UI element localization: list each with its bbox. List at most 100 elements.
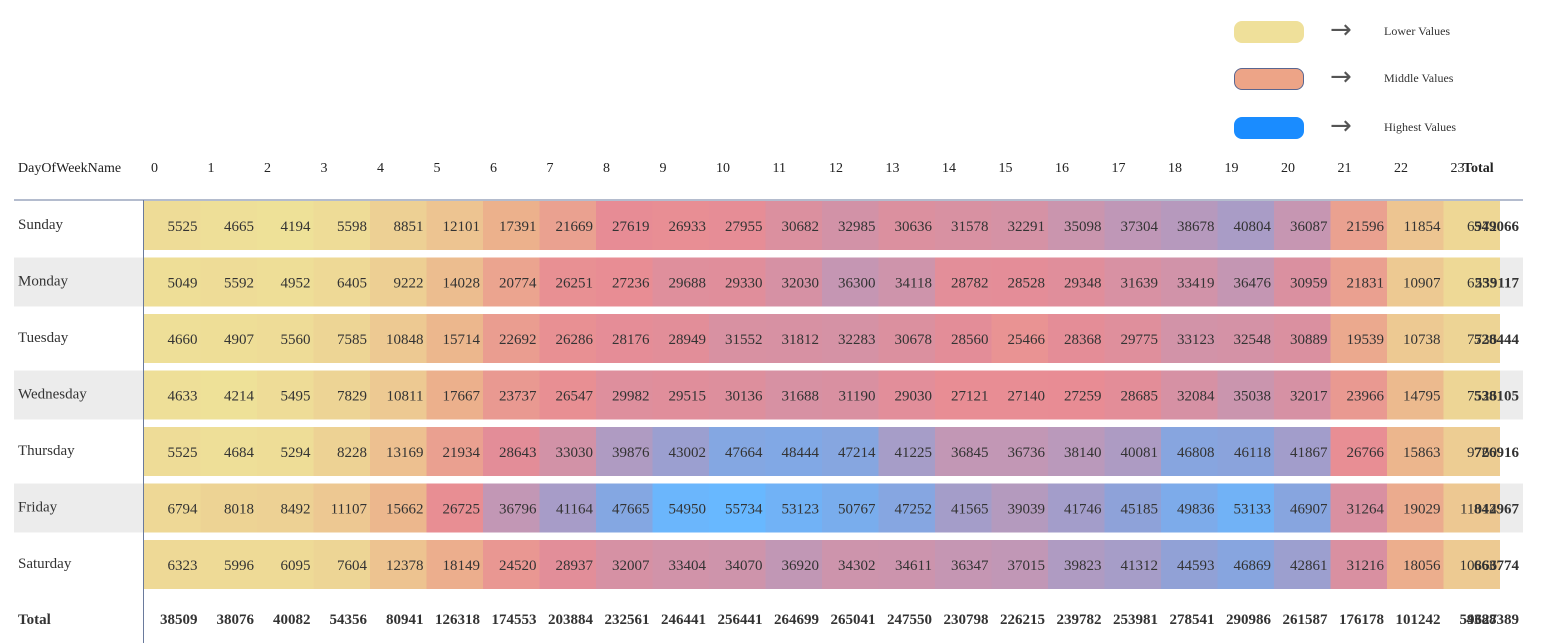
heatmap-cell (1387, 370, 1444, 420)
heatmap-cell (1161, 483, 1218, 533)
heatmap-cell (1387, 427, 1444, 476)
cell-value: 17667 (443, 389, 481, 405)
cell-value: 35038 (1234, 389, 1272, 405)
cell-value: 5294 (281, 445, 312, 461)
column-total: 126318 (435, 612, 480, 628)
cell-value: 28937 (556, 558, 594, 574)
cell-value: 36845 (951, 445, 989, 461)
legend-label: Middle Values (1384, 71, 1454, 85)
heatmap-cell (652, 257, 709, 307)
cell-value: 46118 (1234, 445, 1271, 461)
column-total: 230798 (944, 612, 989, 628)
cell-value: 41312 (1121, 558, 1159, 574)
heatmap-cell (1048, 257, 1105, 307)
legend-swatch-lower (1234, 21, 1304, 43)
heatmap-cell (370, 257, 427, 307)
cell-value: 8018 (224, 502, 254, 518)
heatmap-cell (257, 314, 314, 363)
column-total: 256441 (718, 612, 763, 628)
cell-value: 14795 (1403, 389, 1441, 405)
cell-value: 10811 (387, 389, 424, 405)
cell-value: 35098 (1064, 219, 1102, 235)
column-total: 278541 (1170, 612, 1215, 628)
grand-total: 4388389 (1467, 612, 1520, 628)
cell-value: 30136 (725, 389, 763, 405)
heatmap-cell (652, 370, 709, 420)
cell-value: 34611 (895, 558, 932, 574)
cell-value: 6794 (168, 502, 199, 518)
heatmap-cell (652, 427, 709, 476)
column-header: 7 (547, 161, 554, 176)
row-total: 842967 (1474, 502, 1520, 518)
heatmap-cell (1161, 427, 1218, 476)
heatmap-cell (596, 201, 653, 250)
cell-value: 15662 (386, 502, 424, 518)
cell-value: 5592 (224, 276, 254, 292)
heatmap-cell (1274, 201, 1331, 250)
heatmap-cell (539, 201, 596, 250)
cell-value: 30678 (895, 332, 933, 348)
heatmap-cell (200, 483, 257, 533)
cell-value: 15714 (443, 332, 481, 348)
heatmap-cell (1274, 427, 1331, 476)
heatmap-cell (596, 314, 653, 363)
cell-value: 31552 (725, 332, 763, 348)
column-header: 11 (773, 161, 786, 176)
row-label: Saturday (18, 556, 72, 572)
heatmap-cell (709, 370, 766, 420)
column-total: 80941 (386, 612, 424, 628)
cell-value: 37015 (1008, 558, 1046, 574)
heatmap-cell (313, 257, 370, 307)
heatmap-cell (200, 314, 257, 363)
heatmap-cell (257, 257, 314, 307)
heatmap-cell (935, 257, 992, 307)
cell-value: 55734 (725, 502, 763, 518)
cell-value: 21669 (556, 219, 594, 235)
heatmap-cell (1387, 540, 1444, 589)
cell-value: 23737 (499, 389, 537, 405)
cell-value: 47214 (838, 445, 876, 461)
cell-value: 50767 (838, 502, 876, 518)
cell-value: 14028 (443, 276, 481, 292)
heatmap-cell (652, 201, 709, 250)
cell-value: 36087 (1290, 219, 1328, 235)
heatmap-cell (144, 370, 201, 420)
cell-value: 47664 (725, 445, 763, 461)
heatmap-cell (426, 257, 483, 307)
row-label: Wednesday (18, 387, 87, 403)
heatmap-cell (200, 370, 257, 420)
cell-value: 6972 (1467, 219, 1497, 235)
heatmap-cell (370, 427, 427, 476)
heatmap-cell (822, 427, 879, 476)
cell-value: 38140 (1064, 445, 1102, 461)
heatmap-cell (483, 370, 540, 420)
heatmap-cell (1443, 540, 1500, 589)
column-total: 226215 (1000, 612, 1045, 628)
cell-value: 41225 (895, 445, 933, 461)
cell-value: 7526 (1467, 389, 1498, 405)
heatmap-cell (483, 314, 540, 363)
cell-value: 4907 (224, 332, 255, 348)
arrow-right-icon: → (1330, 111, 1352, 141)
cell-value: 6323 (168, 558, 198, 574)
heatmap-cell (426, 540, 483, 589)
row-label: Sunday (18, 217, 64, 233)
cell-value: 9760 (1467, 445, 1497, 461)
heatmap-cell (991, 370, 1048, 420)
heatmap-cell (144, 201, 201, 250)
heatmap-cell (1161, 201, 1218, 250)
legend-swatch-highest (1234, 117, 1304, 139)
cell-value: 33030 (556, 445, 594, 461)
cell-value: 31812 (782, 332, 820, 348)
cell-value: 27259 (1064, 389, 1102, 405)
cell-value: 39039 (1008, 502, 1046, 518)
cell-value: 39876 (612, 445, 650, 461)
column-total: 261587 (1283, 612, 1329, 628)
heatmap-cell (1443, 201, 1500, 250)
cell-value: 5598 (337, 219, 367, 235)
cell-value: 31190 (839, 389, 876, 405)
heatmap-cell (765, 201, 822, 250)
row-label: Friday (18, 500, 58, 516)
heatmap-cell (1330, 201, 1387, 250)
cell-value: 26766 (1347, 445, 1385, 461)
